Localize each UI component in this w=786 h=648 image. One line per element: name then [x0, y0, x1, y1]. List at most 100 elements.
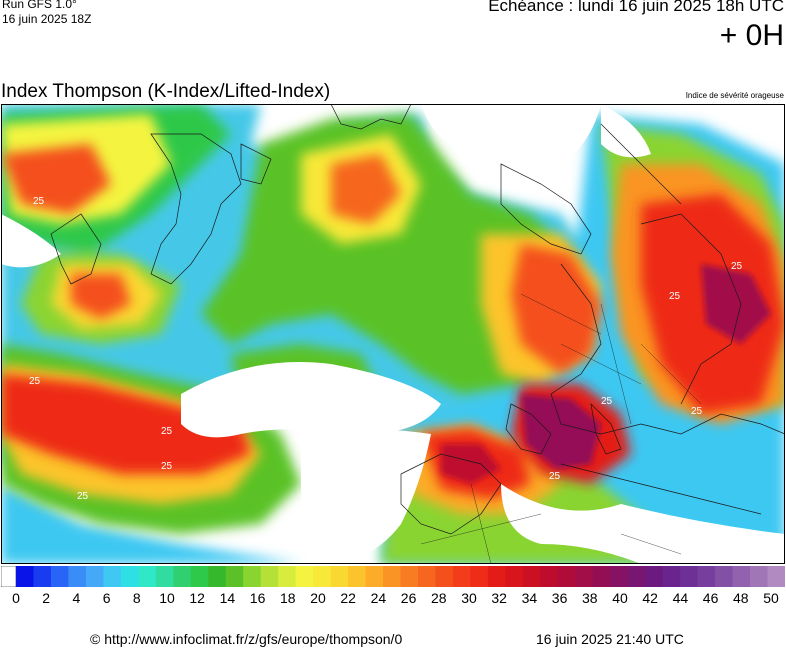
- border-6: [470, 483, 492, 564]
- borders: [420, 293, 702, 564]
- scale-swatch: [173, 566, 192, 587]
- scale-swatch: [225, 566, 244, 587]
- coastline-iceland: [240, 143, 272, 185]
- coastline-greenland-south: [500, 163, 592, 255]
- color-scale-labels: 0 2 4 6 8 10 12 14 16 18 20 22 24 26 28 30 32 34 36 38 40 42 4…: [1, 590, 785, 608]
- contour-labels: 25 25 25 25 25 25 25 25 25 25: [29, 196, 743, 502]
- contour-label: 25: [669, 291, 681, 302]
- border-4: [640, 343, 702, 405]
- scale-tick-label: 6: [102, 590, 111, 606]
- atlantic-gap: [181, 362, 441, 438]
- border-7: [620, 533, 682, 555]
- scale-swatch: [522, 566, 541, 587]
- contour-label: 25: [731, 261, 743, 272]
- map-subtitle: Indice de sévérité orageuse: [685, 91, 784, 100]
- scale-swatch: [365, 566, 384, 587]
- scale-swatch: [278, 566, 297, 587]
- forecast-valid-time: Echéance : lundi 16 juin 2025 18h UTC: [488, 0, 784, 15]
- contour-label: 25: [33, 196, 45, 207]
- field-hot-layer: [441, 264, 771, 484]
- scale-tick-label: 12: [189, 590, 205, 606]
- scale-swatch-blank: [0, 565, 17, 588]
- border-5: [420, 513, 542, 545]
- field-gaps: [1, 104, 785, 564]
- contour-label: 25: [691, 406, 703, 417]
- scale-tick-label: 44: [672, 590, 689, 606]
- west-gap: [1, 214, 61, 268]
- scale-swatch: [750, 566, 769, 587]
- border-1: [520, 293, 602, 335]
- scale-swatch: [260, 566, 279, 587]
- scale-tick-label: 0: [12, 590, 20, 606]
- scale-swatch: [767, 566, 786, 587]
- scale-swatch: [592, 566, 611, 587]
- sahara-gap: [501, 484, 785, 564]
- scale-swatch: [487, 566, 506, 587]
- contour-label: 25: [161, 426, 173, 437]
- coastline-iberia: [505, 403, 552, 455]
- scale-swatch: [313, 566, 332, 587]
- scale-tick-label: 32: [491, 590, 507, 606]
- footer-generated-time: 16 juin 2025 21:40 UTC: [536, 631, 684, 647]
- scale-swatch: [190, 566, 209, 587]
- scale-swatch: [417, 566, 436, 587]
- scale-tick-label: 8: [132, 590, 141, 606]
- scale-swatch: [662, 566, 681, 587]
- scale-tick-label: 34: [521, 590, 538, 606]
- coastline-british-isles: [50, 213, 102, 285]
- scale-tick-label: 28: [431, 590, 447, 606]
- scale-tick-label: 18: [280, 590, 296, 606]
- map-canvas: 25 25 25 25 25 25 25 25 25 25: [1, 104, 785, 564]
- color-scale-bar: [0, 565, 786, 588]
- scale-tick-label: 40: [612, 590, 628, 606]
- border-3: [600, 303, 632, 425]
- map-frame: [1, 104, 785, 564]
- scale-swatch: [16, 566, 34, 587]
- scale-swatch: [610, 566, 629, 587]
- scale-swatch: [435, 566, 454, 587]
- forecast-offset: + 0H: [719, 19, 784, 52]
- scale-swatch: [627, 566, 646, 587]
- scale-tick-label: 2: [42, 590, 51, 606]
- scale-swatch: [208, 566, 227, 587]
- coastline-arctic: [600, 123, 682, 205]
- scale-tick-label: 50: [763, 590, 779, 606]
- scale-tick-label: 4: [72, 590, 81, 606]
- scale-tick-label: 24: [370, 590, 387, 606]
- scale-swatch: [557, 566, 576, 587]
- coastline-scandinavia: [150, 133, 242, 285]
- scale-tick-label: 30: [461, 590, 477, 606]
- scale-swatch: [732, 566, 751, 587]
- contour-label: 25: [601, 396, 613, 407]
- coastline-north-africa: [550, 263, 785, 435]
- scale-swatch: [85, 566, 104, 587]
- scale-swatch: [383, 566, 401, 587]
- coastline-russia: [640, 213, 742, 405]
- scale-swatch: [295, 566, 314, 587]
- run-label: Run GFS 1.0°: [2, 0, 77, 11]
- scale-tick-label: 10: [159, 590, 175, 606]
- scale-tick-label: 14: [219, 590, 236, 606]
- scale-tick-label: 48: [733, 590, 749, 606]
- arctic-gap: [601, 104, 651, 158]
- scale-swatch: [50, 566, 69, 587]
- scale-swatch: [138, 566, 157, 587]
- scale-swatch: [505, 566, 524, 587]
- scale-tick-label: 20: [310, 590, 326, 606]
- atlantic-gap-south: [301, 429, 431, 564]
- scale-swatch: [452, 566, 471, 587]
- map-title: Index Thompson (K-Index/Lifted-Index): [1, 81, 331, 102]
- scale-swatch: [697, 566, 716, 587]
- scale-swatch: [470, 566, 489, 587]
- coastline-northwest-africa: [400, 453, 502, 535]
- contour-label: 25: [77, 491, 89, 502]
- north-gap: [421, 104, 481, 144]
- greenland-gap: [481, 104, 601, 164]
- scale-tick-label: 46: [702, 590, 719, 606]
- scale-tick-label: 38: [582, 590, 598, 606]
- scale-tick-label: 26: [400, 590, 417, 606]
- contour-label: 25: [161, 461, 173, 472]
- color-scale: [0, 565, 786, 588]
- run-date: 16 juin 2025 18Z: [2, 12, 92, 26]
- scale-swatch: [155, 566, 174, 587]
